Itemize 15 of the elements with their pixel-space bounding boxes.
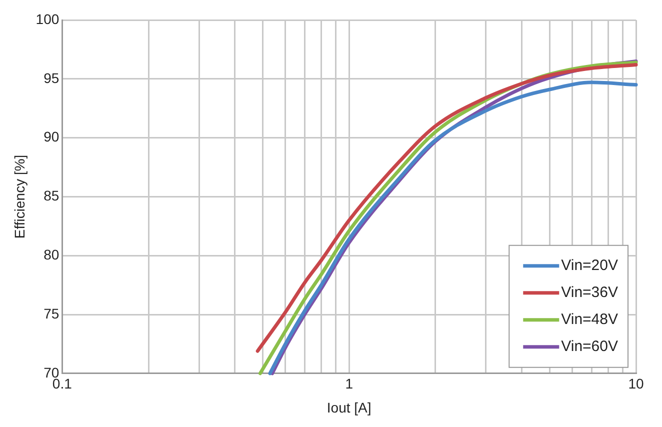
y-tick-label: 80	[44, 246, 60, 262]
y-tick-label: 70	[44, 364, 60, 380]
x-tick-label: 10	[628, 376, 644, 392]
legend-label: Vin=60V	[561, 338, 618, 356]
y-tick-label: 100	[36, 10, 60, 27]
x-tick-label: 1	[345, 376, 354, 392]
y-tick-label: 95	[44, 70, 60, 86]
legend-label: Vin=20V	[561, 257, 618, 274]
legend-label: Vin=36V	[561, 284, 618, 302]
y-tick-label: 75	[44, 305, 60, 322]
legend-label: Vin=48V	[561, 311, 618, 328]
x-axis-title: Iout [A]	[326, 399, 372, 416]
y-tick-label: 90	[44, 128, 60, 145]
y-tick-label: 85	[44, 188, 60, 204]
y-axis-title: Efficiency [%]	[11, 154, 28, 239]
